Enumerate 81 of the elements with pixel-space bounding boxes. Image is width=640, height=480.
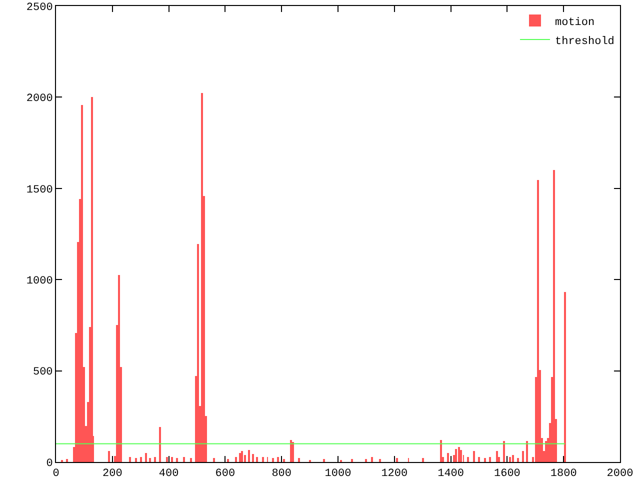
bar — [272, 458, 274, 462]
bar — [154, 457, 156, 462]
bar — [460, 450, 462, 462]
bar — [473, 451, 475, 462]
bar — [108, 451, 110, 462]
bar — [526, 441, 528, 462]
bar — [458, 447, 460, 462]
x-tick-label: 1000 — [324, 468, 352, 480]
bar — [190, 458, 192, 462]
x-tick-label: 1200 — [381, 468, 408, 480]
x-tick-label: 200 — [102, 468, 122, 480]
bar — [379, 459, 381, 462]
bar — [159, 427, 161, 462]
bar — [283, 459, 285, 462]
bar — [553, 170, 555, 462]
bar — [244, 455, 246, 462]
bar — [145, 453, 147, 462]
bar — [197, 244, 199, 462]
bar — [484, 458, 486, 462]
x-tick-label: 2000 — [606, 468, 634, 480]
bar — [256, 457, 258, 462]
bar — [262, 457, 264, 462]
bar — [323, 459, 325, 462]
y-tick-label: 500 — [32, 366, 53, 379]
bar — [351, 459, 353, 462]
bar — [129, 457, 131, 462]
bar — [140, 457, 142, 462]
bar — [235, 457, 237, 462]
bar — [292, 442, 294, 462]
bar — [166, 457, 168, 462]
x-tick-label: 800 — [272, 468, 292, 480]
bar — [135, 458, 137, 462]
bar — [183, 457, 185, 462]
legend-label: threshold — [555, 36, 614, 48]
bar — [371, 457, 373, 462]
x-tick-label: 600 — [215, 468, 236, 480]
y-tick-label: 1500 — [26, 184, 53, 196]
bar — [455, 449, 457, 462]
bar — [422, 458, 424, 462]
bar — [171, 457, 173, 462]
y-tick-label: 2500 — [26, 2, 53, 14]
bar — [509, 457, 511, 462]
bar — [118, 275, 120, 462]
bar — [290, 440, 292, 462]
bar — [227, 459, 229, 462]
bar — [478, 457, 480, 462]
bar — [241, 451, 243, 462]
bar — [239, 453, 241, 462]
bar — [396, 458, 398, 462]
legend-label: motion — [555, 16, 595, 29]
bar — [467, 457, 469, 462]
bar — [66, 459, 68, 462]
y-tick-label: 0 — [46, 458, 53, 470]
bar — [248, 450, 250, 462]
y-tick-label: 2000 — [26, 93, 53, 106]
x-tick-label: 1400 — [438, 468, 464, 480]
y-tick-label: 1000 — [26, 275, 53, 288]
bar — [91, 97, 93, 462]
bar — [298, 458, 300, 462]
bar — [447, 453, 449, 462]
bar — [512, 455, 514, 462]
bar — [503, 441, 505, 462]
bar — [522, 451, 524, 462]
bar — [489, 457, 491, 462]
bar — [81, 105, 83, 462]
x-tick-label: 1600 — [494, 468, 520, 480]
x-tick-label: 400 — [158, 468, 179, 480]
bar — [496, 451, 498, 462]
bar — [213, 458, 215, 462]
x-tick-label: 1800 — [550, 468, 577, 480]
bar — [440, 440, 442, 462]
bar — [149, 458, 151, 462]
bar — [365, 459, 367, 462]
bar — [517, 458, 519, 462]
bar — [564, 292, 566, 462]
bar — [252, 454, 254, 462]
bar — [545, 441, 547, 462]
bar — [201, 93, 203, 462]
bar — [277, 457, 279, 462]
bar — [176, 458, 178, 462]
bar — [537, 180, 539, 462]
